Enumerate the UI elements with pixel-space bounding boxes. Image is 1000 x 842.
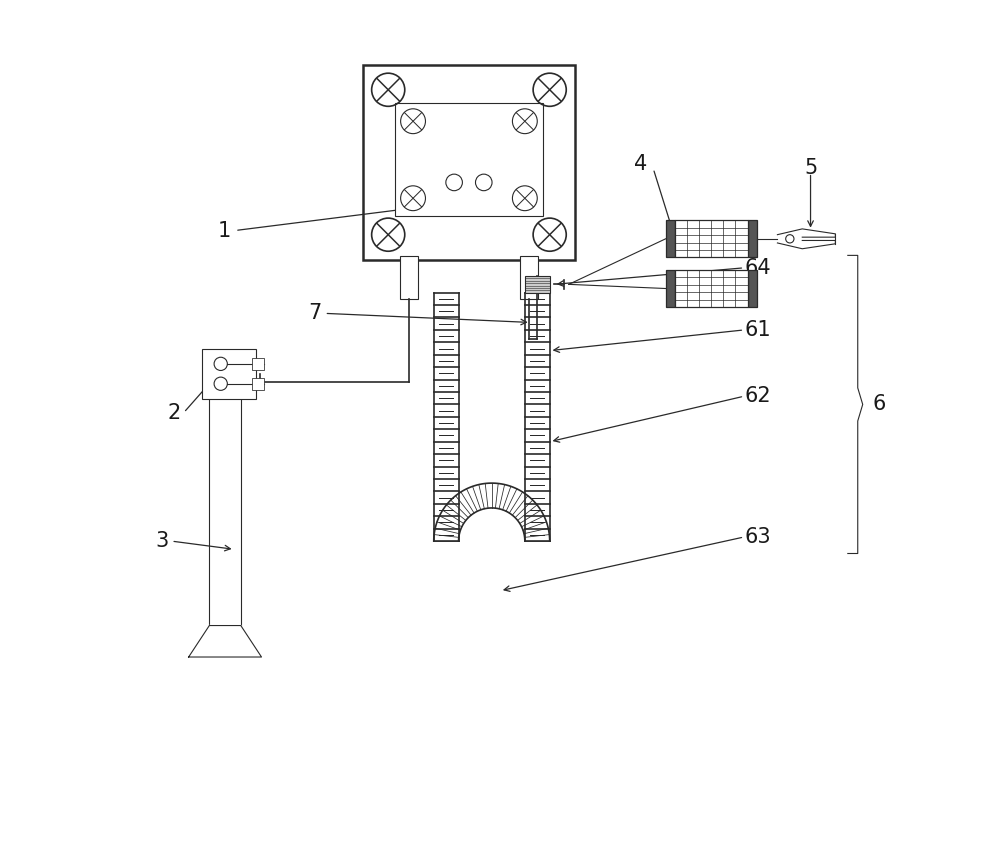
Bar xyxy=(363,65,575,259)
Text: 61: 61 xyxy=(744,320,771,340)
Text: 5: 5 xyxy=(804,158,817,179)
Bar xyxy=(252,378,264,390)
Text: 1: 1 xyxy=(218,221,231,241)
Bar xyxy=(520,256,538,299)
Bar xyxy=(675,270,748,307)
Bar xyxy=(666,221,675,258)
Polygon shape xyxy=(189,626,262,657)
Text: 62: 62 xyxy=(744,386,771,406)
Text: 2: 2 xyxy=(168,402,181,423)
Bar xyxy=(395,103,543,216)
Text: 3: 3 xyxy=(156,531,169,551)
Text: 7: 7 xyxy=(309,303,322,323)
Bar xyxy=(748,221,757,258)
Text: 4: 4 xyxy=(634,154,647,174)
Bar xyxy=(666,270,675,307)
Text: 63: 63 xyxy=(744,527,771,547)
Bar xyxy=(202,349,256,398)
Bar xyxy=(209,388,241,626)
Bar xyxy=(675,221,748,258)
Text: 64: 64 xyxy=(744,258,771,278)
Bar xyxy=(252,358,264,370)
Text: 6: 6 xyxy=(873,394,886,414)
Bar xyxy=(525,276,550,293)
Bar xyxy=(400,256,418,299)
Bar xyxy=(748,270,757,307)
